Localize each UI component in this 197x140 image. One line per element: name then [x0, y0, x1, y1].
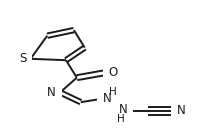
Text: H: H — [109, 87, 117, 97]
Text: H: H — [117, 114, 125, 124]
Text: N: N — [103, 93, 112, 106]
Text: S: S — [19, 52, 27, 65]
Text: N: N — [119, 103, 127, 116]
Text: N: N — [177, 104, 186, 117]
Text: N: N — [47, 86, 56, 99]
Text: O: O — [108, 66, 118, 79]
